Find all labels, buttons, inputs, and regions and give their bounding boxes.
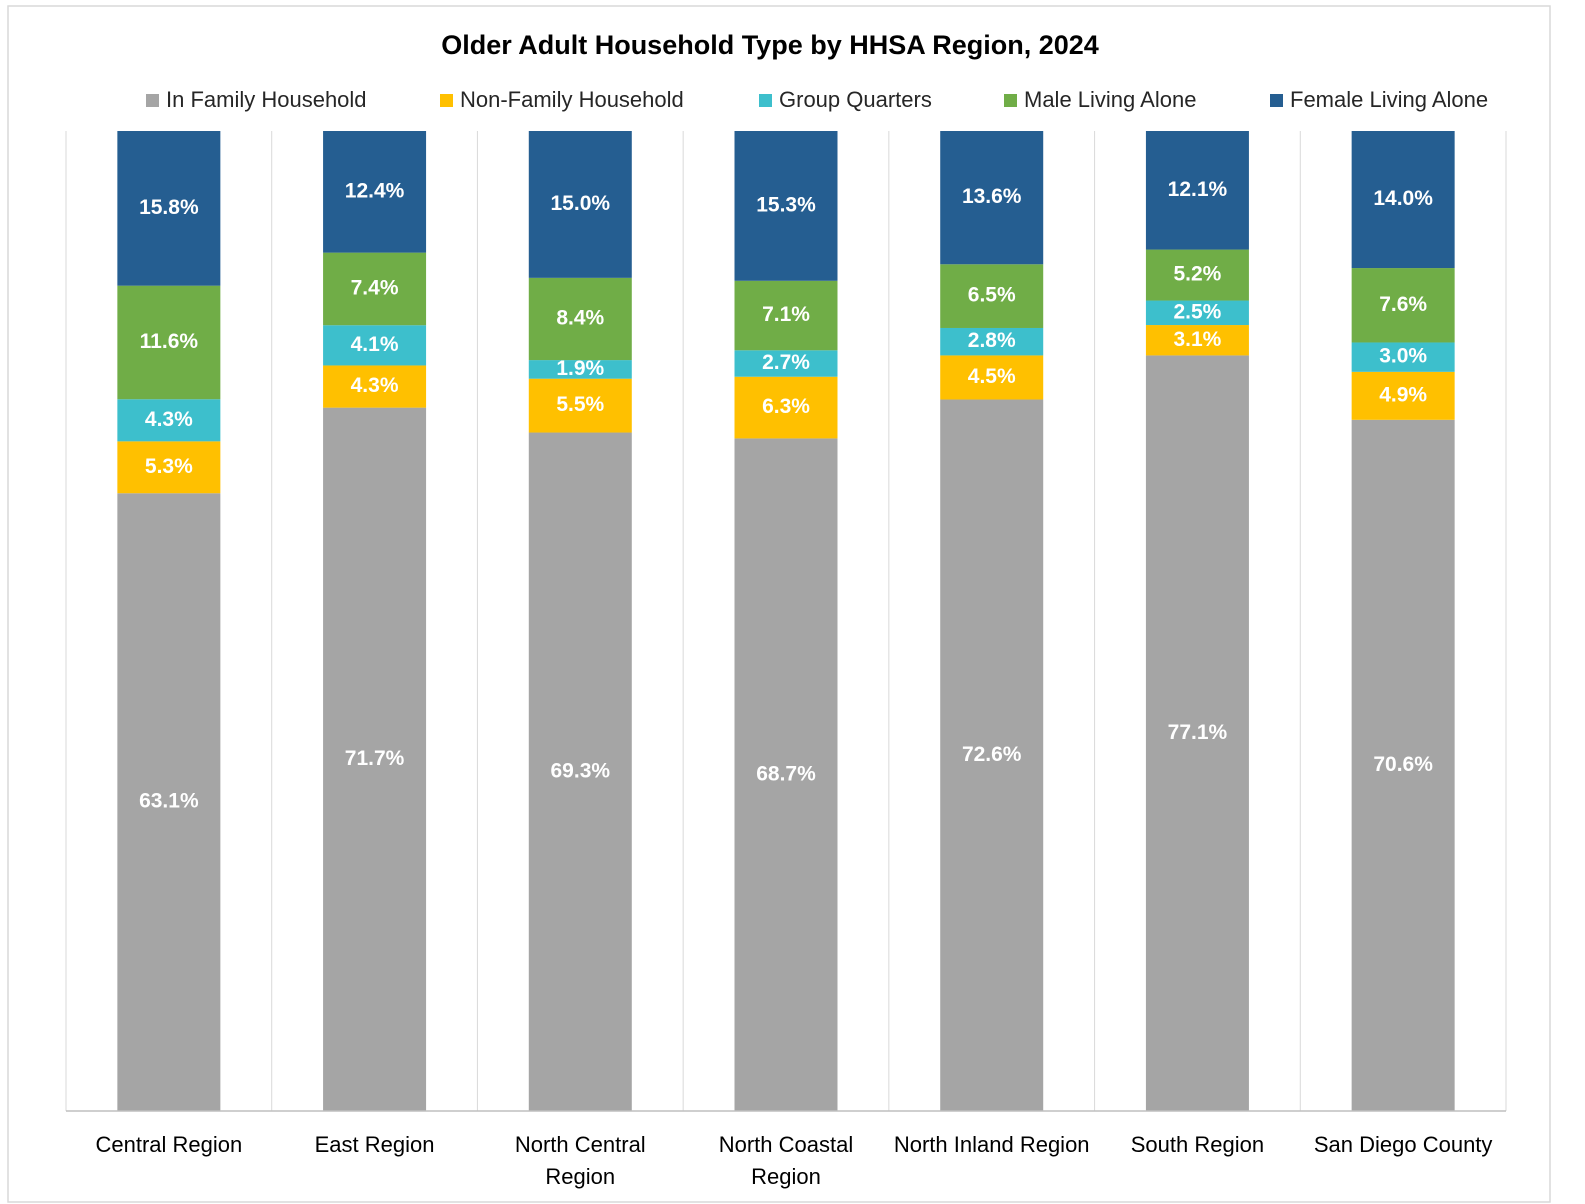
data-label: 5.3% <box>145 455 193 478</box>
bar-segment <box>1145 355 1249 1111</box>
x-tick-label: North Inland Region <box>893 1132 1090 1157</box>
data-label: 4.3% <box>351 374 399 397</box>
data-label: 4.1% <box>351 333 399 356</box>
data-label: 15.0% <box>551 192 611 215</box>
bar-segment <box>1351 268 1455 343</box>
bar-segment <box>117 131 221 286</box>
bar-segment <box>1351 419 1455 1112</box>
bar-segment <box>1145 300 1249 326</box>
data-label: 2.7% <box>762 351 810 374</box>
bar-segment <box>1145 249 1249 301</box>
bar-segment <box>734 350 838 377</box>
legend-label: Non-Family Household <box>460 87 684 112</box>
bar-segment <box>117 493 221 1111</box>
data-label: 5.5% <box>556 393 604 416</box>
data-label: 71.7% <box>345 747 405 770</box>
bar-segment <box>940 264 1044 328</box>
bar-segment <box>528 378 632 433</box>
data-label: 4.9% <box>1379 383 1427 406</box>
legend-label: Female Living Alone <box>1290 87 1488 112</box>
data-label: 7.6% <box>1379 293 1427 316</box>
data-label: 4.3% <box>145 408 193 431</box>
legend-label: Group Quarters <box>779 87 932 112</box>
data-label: 12.1% <box>1168 178 1228 201</box>
data-label: 3.1% <box>1173 328 1221 351</box>
bar-segment <box>117 285 221 400</box>
x-tick-label: San Diego County <box>1313 1132 1493 1157</box>
legend-swatch <box>440 94 453 107</box>
data-label: 8.4% <box>556 307 604 330</box>
legend-label: In Family Household <box>166 87 367 112</box>
data-label: 2.8% <box>968 329 1016 352</box>
bar-segment <box>323 365 427 408</box>
bar-segment <box>940 399 1044 1111</box>
legend-swatch <box>146 94 159 107</box>
bar-segment <box>940 355 1044 400</box>
bar-segment <box>528 131 632 278</box>
data-label: 68.7% <box>756 762 816 785</box>
x-tick-label: East Region <box>314 1132 435 1157</box>
bar-segment <box>734 280 838 351</box>
bar-segment <box>528 277 632 361</box>
bar-segment <box>734 131 838 281</box>
data-label: 72.6% <box>962 743 1022 766</box>
data-label: 7.1% <box>762 303 810 326</box>
x-tick-label: North Coastal Region <box>718 1132 854 1189</box>
data-label: 6.3% <box>762 395 810 418</box>
bar-segment <box>528 360 632 379</box>
data-label: 77.1% <box>1168 721 1228 744</box>
bar-segment <box>940 327 1044 356</box>
data-label: 63.1% <box>139 790 199 813</box>
bar-segment <box>117 441 221 494</box>
legend-swatch <box>1004 94 1017 107</box>
data-label: 15.8% <box>139 196 199 219</box>
data-label: 11.6% <box>140 330 199 353</box>
bar-segment <box>323 131 427 253</box>
data-label: 13.6% <box>962 185 1022 208</box>
bar-segment <box>323 407 427 1112</box>
bar-segment <box>1351 342 1455 372</box>
data-label: 15.3% <box>756 193 816 216</box>
x-tick-label: Central Region <box>95 1132 243 1157</box>
data-label: 14.0% <box>1373 187 1433 210</box>
x-tick-label: South Region <box>1130 1132 1265 1157</box>
bar-segment <box>1145 325 1249 356</box>
bar-segment <box>323 252 427 326</box>
bar-segment <box>528 432 632 1111</box>
bar-segment <box>117 399 221 442</box>
data-label: 7.4% <box>351 276 399 299</box>
bar-segment <box>1351 371 1455 420</box>
x-tick-label: North Central Region <box>514 1132 646 1189</box>
bar-segment <box>734 376 838 439</box>
data-label: 4.5% <box>968 365 1016 388</box>
bar-segment <box>1351 131 1455 269</box>
data-label: 12.4% <box>345 179 405 202</box>
bar-segment <box>323 325 427 366</box>
data-label: 70.6% <box>1373 753 1433 776</box>
data-label: 69.3% <box>551 759 611 782</box>
chart-title: Older Adult Household Type by HHSA Regio… <box>441 30 1099 60</box>
bar-segment <box>1145 131 1249 250</box>
data-label: 5.2% <box>1173 263 1221 286</box>
legend-label: Male Living Alone <box>1024 87 1196 112</box>
data-label: 3.0% <box>1379 345 1427 368</box>
data-label: 2.5% <box>1173 300 1221 323</box>
bar-segment <box>940 131 1044 265</box>
data-label: 6.5% <box>968 284 1016 307</box>
legend-swatch <box>759 94 772 107</box>
bar-segment <box>734 438 838 1111</box>
data-label: 1.9% <box>556 357 604 380</box>
legend-swatch <box>1270 94 1283 107</box>
